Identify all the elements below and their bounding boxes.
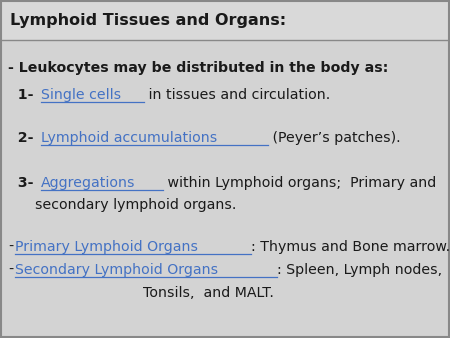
Text: : Thymus and Bone marrow.: : Thymus and Bone marrow. (251, 240, 450, 254)
Bar (0, 0, 450, 40)
Text: Single cells: Single cells (41, 88, 121, 102)
Text: Lymphoid Tissues and Organs:: Lymphoid Tissues and Organs: (10, 13, 286, 27)
Text: Primary Lymphoid Organs: Primary Lymphoid Organs (15, 240, 198, 254)
Text: -: - (8, 263, 13, 277)
Text: (Peyer’s patches).: (Peyer’s patches). (268, 131, 401, 145)
Text: in tissues and circulation.: in tissues and circulation. (144, 88, 331, 102)
Text: Lymphoid accumulations: Lymphoid accumulations (41, 131, 217, 145)
Text: within Lymphoid organs;  Primary and: within Lymphoid organs; Primary and (163, 176, 436, 190)
Text: - Leukocytes may be distributed in the body as:: - Leukocytes may be distributed in the b… (8, 61, 388, 75)
Text: Tonsils,  and MALT.: Tonsils, and MALT. (8, 286, 274, 300)
Text: : Spleen, Lymph nodes,: : Spleen, Lymph nodes, (277, 263, 442, 277)
Text: 2-: 2- (8, 131, 33, 145)
Text: -: - (8, 240, 13, 254)
Text: 3-: 3- (8, 176, 33, 190)
Text: Aggregations: Aggregations (41, 176, 135, 190)
Text: secondary lymphoid organs.: secondary lymphoid organs. (8, 198, 236, 212)
Text: Secondary Lymphoid Organs: Secondary Lymphoid Organs (15, 263, 218, 277)
Text: 1-: 1- (8, 88, 33, 102)
